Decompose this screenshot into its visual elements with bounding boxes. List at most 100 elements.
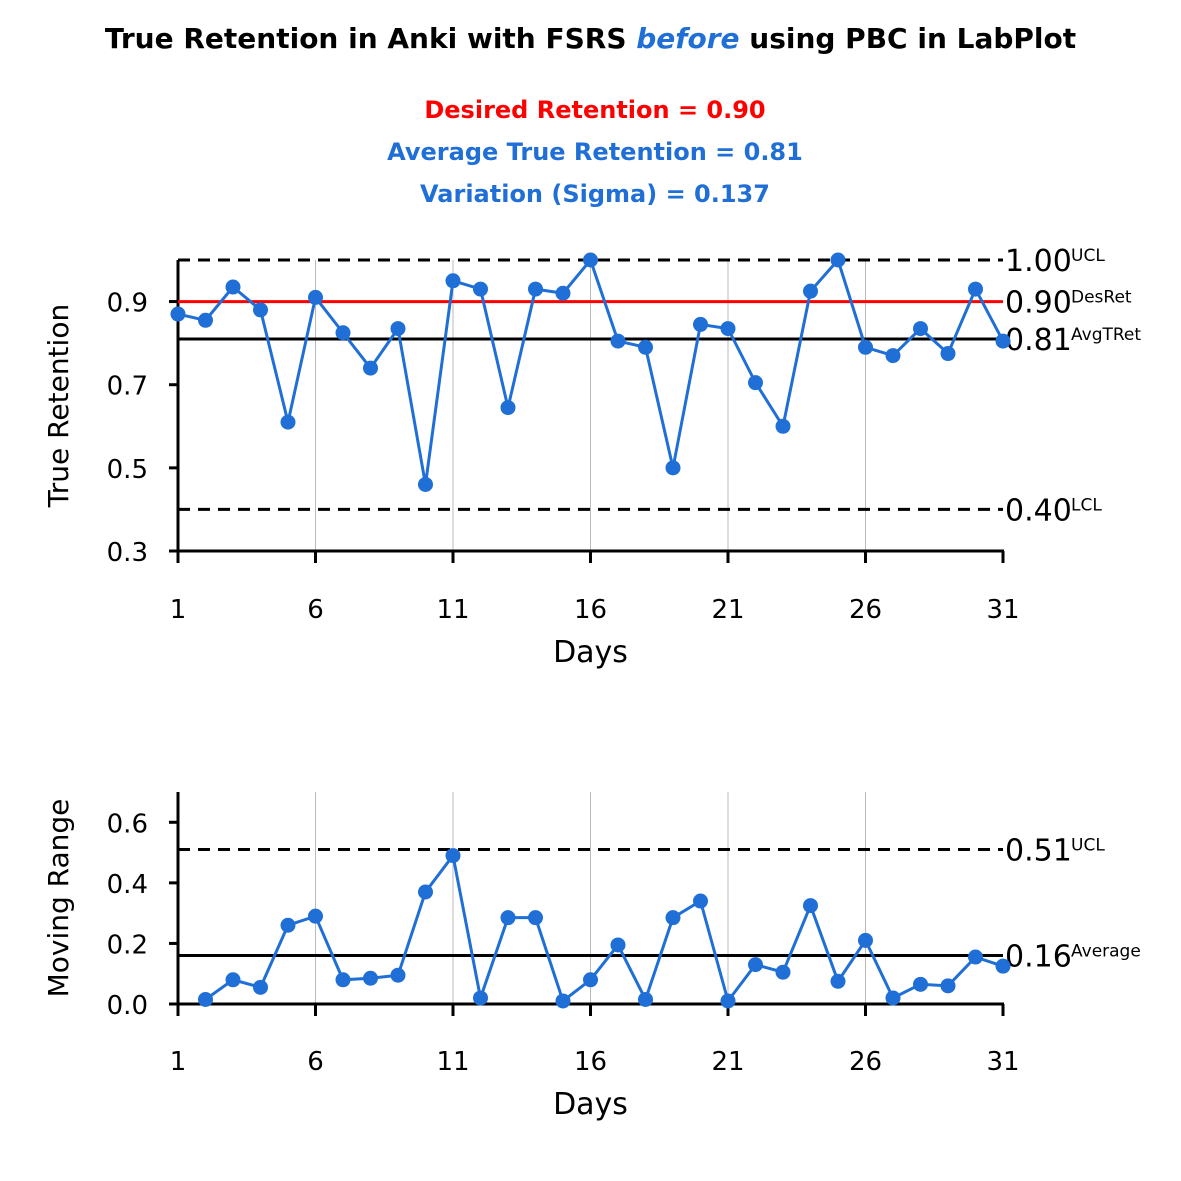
y-tick-label: 0.2 (107, 930, 148, 960)
y-tick-label: 0.7 (107, 372, 148, 402)
y-tick-label: 0.0 (107, 991, 148, 1021)
reference-tag-label: DesRet (1071, 288, 1132, 308)
series-line (204, 852, 1004, 1005)
title-prefix: True Retention in Anki with FSRS (104, 22, 637, 55)
reference-value-label: 1.00 (1005, 244, 1072, 279)
data-point (308, 908, 323, 924)
reference-tag-label: UCL (1071, 246, 1105, 266)
data-point (225, 972, 241, 988)
x-tick-label: 31 (986, 1047, 1019, 1077)
data-point (693, 893, 708, 909)
data-point (858, 339, 873, 355)
data-point (638, 339, 653, 355)
reference-tag-label: AvgTRet (1071, 325, 1141, 345)
x-tick-label: 16 (574, 595, 607, 625)
data-point (775, 964, 791, 980)
x-axis-label: Days (553, 635, 628, 670)
data-point (913, 321, 928, 337)
data-point (803, 898, 818, 914)
y-axis-label: True Retention (42, 304, 75, 508)
reference-value-label: 0.81 (1005, 323, 1072, 358)
data-point (803, 283, 818, 299)
data-point (253, 979, 268, 995)
data-point (940, 978, 956, 994)
data-point (335, 972, 351, 988)
title-suffix: using PBC in LabPlot (739, 22, 1077, 55)
data-point (968, 281, 983, 297)
data-point (390, 967, 406, 983)
data-point (720, 993, 736, 1009)
data-point (500, 400, 516, 416)
data-point (748, 957, 763, 973)
data-point (885, 348, 901, 364)
y-tick-label: 0.9 (107, 289, 148, 319)
reference-tag-label: UCL (1071, 836, 1105, 856)
title-emphasis: before (636, 22, 740, 55)
y-axis-label: Moving Range (42, 799, 75, 998)
data-point (610, 333, 626, 349)
data-point (995, 958, 1011, 974)
data-point (308, 289, 323, 305)
data-point (528, 281, 543, 297)
data-point (170, 306, 186, 322)
chart-title: True Retention in Anki with FSRS before … (0, 22, 1181, 55)
data-point (830, 973, 846, 989)
reference-value-label: 0.40 (1005, 493, 1072, 528)
data-point (720, 321, 736, 337)
data-point (830, 252, 846, 268)
x-axis-label: Days (553, 1087, 628, 1122)
data-point (748, 375, 763, 391)
data-point (528, 910, 543, 926)
x-tick-label: 26 (849, 1047, 882, 1077)
y-tick-label: 0.5 (107, 455, 148, 485)
reference-tag-label: LCL (1071, 495, 1102, 515)
data-point (693, 316, 708, 332)
data-point (583, 252, 598, 268)
data-point (638, 991, 653, 1007)
x-tick-label: 16 (574, 1047, 607, 1077)
x-tick-label: 11 (436, 595, 469, 625)
x-tick-label: 26 (849, 595, 882, 625)
x-tick-label: 6 (307, 1047, 324, 1077)
data-point (473, 281, 488, 297)
data-point (390, 321, 406, 337)
data-point (418, 476, 433, 492)
x-tick-label: 21 (711, 595, 744, 625)
data-point (363, 970, 378, 986)
reference-value-label: 0.51 (1005, 834, 1072, 869)
data-point (198, 312, 213, 328)
reference-tag-label: Average (1071, 942, 1141, 962)
data-point (555, 993, 571, 1009)
data-point (253, 302, 268, 318)
data-point (363, 360, 378, 376)
data-point (473, 990, 488, 1006)
reference-value-label: 0.16 (1005, 940, 1072, 975)
data-point (198, 991, 213, 1007)
variation-sigma-stat: Variation (Sigma) = 0.137 (420, 180, 770, 208)
data-point (885, 990, 901, 1006)
data-point (610, 937, 626, 953)
average-true-retention-stat: Average True Retention = 0.81 (387, 138, 803, 166)
data-point (445, 273, 461, 289)
x-tick-label: 1 (170, 595, 187, 625)
data-point (665, 460, 681, 476)
data-point (555, 285, 571, 301)
x-tick-label: 1 (170, 1047, 187, 1077)
data-point (445, 848, 461, 864)
desired-retention-stat: Desired Retention = 0.90 (424, 96, 766, 124)
data-point (995, 333, 1011, 349)
data-point (968, 949, 983, 965)
data-point (665, 910, 681, 926)
data-point (858, 932, 873, 948)
y-tick-label: 0.4 (107, 870, 148, 900)
data-point (940, 346, 956, 362)
data-point (500, 910, 516, 926)
data-point (280, 414, 296, 430)
data-point (583, 972, 598, 988)
x-tick-label: 6 (307, 595, 324, 625)
data-point (335, 325, 351, 341)
x-tick-label: 11 (436, 1047, 469, 1077)
